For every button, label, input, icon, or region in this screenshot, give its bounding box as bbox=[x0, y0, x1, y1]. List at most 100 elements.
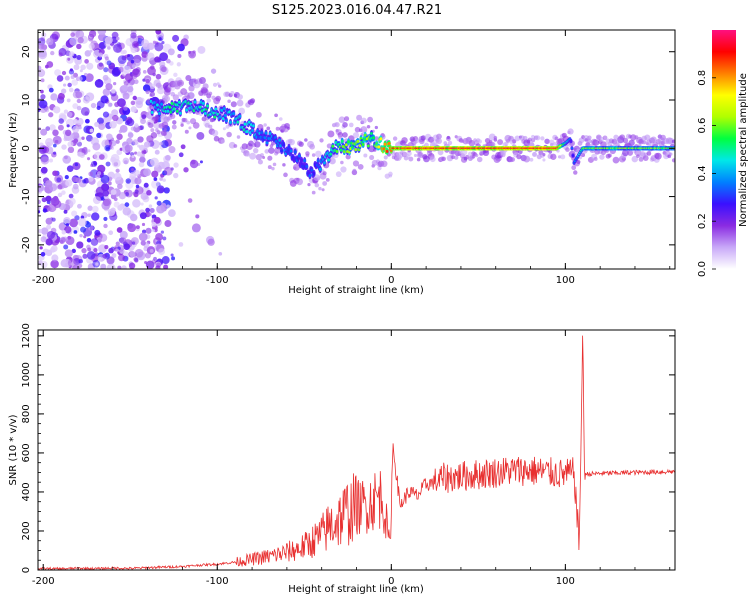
spectrogram-noise-cell bbox=[132, 139, 139, 146]
spectrogram-halo-cell bbox=[255, 111, 262, 118]
spectrogram-ridge-core bbox=[342, 150, 346, 154]
spectrogram-halo-cell bbox=[298, 141, 304, 147]
spectrogram-noise-cell bbox=[98, 33, 107, 42]
spectrogram-halo-cell bbox=[268, 147, 275, 154]
spectrogram-noise-cell bbox=[78, 126, 82, 130]
spectrogram-halo-cell bbox=[388, 171, 393, 177]
x-tick-label: 100 bbox=[556, 576, 575, 587]
spectrogram-noise-cell bbox=[110, 88, 116, 94]
spectrogram-noise-cell bbox=[102, 190, 110, 197]
spectrogram-noise-cell bbox=[131, 168, 135, 172]
spectrogram-noise-cell bbox=[79, 69, 83, 73]
spectrogram-noise-cell bbox=[82, 179, 87, 184]
spectrogram-noise-cell bbox=[70, 32, 76, 38]
spectrogram-noise-cell bbox=[187, 198, 193, 203]
spectrogram-noise-cell bbox=[71, 210, 78, 217]
spectrogram-halo-cell bbox=[529, 157, 534, 162]
spectrogram-noise-cell bbox=[106, 263, 116, 269]
spectrogram-ridge-core bbox=[168, 105, 172, 109]
spectrogram-noise-cell bbox=[134, 151, 138, 155]
spectrogram-halo-cell bbox=[267, 155, 273, 161]
spectrogram-noise-cell bbox=[154, 42, 164, 52]
spectrogram-halo-cell bbox=[360, 117, 367, 124]
spectrogram-noise-cell bbox=[66, 111, 73, 118]
spectrogram-halo-cell bbox=[451, 155, 456, 160]
spectrogram-noise-cell bbox=[104, 245, 109, 250]
spectrogram-halo-cell bbox=[549, 143, 554, 147]
spectrogram-noise-cell bbox=[62, 83, 67, 87]
spectrogram-noise-cell bbox=[105, 83, 113, 91]
spectrogram-halo-cell bbox=[188, 126, 192, 130]
spectrogram-halo-cell bbox=[161, 121, 169, 129]
spectrogram-noise-cell bbox=[45, 238, 53, 246]
spectrogram-halo-cell bbox=[406, 151, 412, 157]
spectrogram-noise-cell bbox=[164, 219, 172, 228]
spectrogram-noise-cell bbox=[116, 133, 123, 140]
y-tick-label: 600 bbox=[21, 443, 32, 462]
spectrogram-ridge-core bbox=[318, 167, 322, 171]
spectrogram-noise-cell bbox=[66, 165, 74, 172]
spectrogram-noise-cell bbox=[61, 230, 66, 235]
spectrogram-halo-cell bbox=[417, 152, 423, 157]
spectrogram-noise-cell bbox=[105, 161, 111, 167]
spectrogram-noise-cell bbox=[53, 151, 57, 155]
spectrogram-noise-cell bbox=[103, 77, 112, 85]
spectrogram-halo-cell bbox=[274, 113, 278, 118]
spectrogram-noise-cell bbox=[53, 143, 57, 148]
spectrogram-noise-cell bbox=[76, 54, 82, 60]
spectrogram-noise-cell bbox=[197, 46, 206, 54]
spectrogram-noise-cell bbox=[126, 54, 134, 62]
spectrogram-halo-cell bbox=[622, 137, 629, 144]
spectrogram-noise-cell bbox=[168, 209, 176, 217]
spectrogram-ridge-core bbox=[571, 154, 575, 157]
spectrogram-halo-cell bbox=[345, 154, 351, 160]
spectrogram-halo-cell bbox=[156, 130, 161, 135]
spectrogram-noise-cell bbox=[49, 158, 54, 163]
spectrogram-halo-cell bbox=[554, 136, 559, 141]
spectrogram-noise-cell bbox=[104, 36, 113, 45]
spectrogram-halo-cell bbox=[322, 181, 328, 186]
spectrogram-halo-cell bbox=[523, 155, 531, 163]
spectrogram-halo-cell bbox=[474, 153, 479, 158]
spectrogram-halo-cell bbox=[186, 95, 191, 99]
spectrogram-noise-cell bbox=[73, 64, 80, 71]
spectrogram-noise-cell bbox=[128, 262, 136, 269]
spectrogram-halo-cell bbox=[352, 168, 357, 173]
spectrogram-noise-cell bbox=[87, 157, 91, 161]
spectrogram-noise-cell bbox=[46, 37, 54, 46]
spectrogram-ridge-core bbox=[310, 168, 314, 172]
spectrogram-noise-cell bbox=[146, 52, 155, 61]
spectrogram-ridge-core bbox=[282, 143, 286, 147]
spectrogram-noise-cell bbox=[107, 102, 113, 108]
spectrogram-noise-cell bbox=[85, 118, 90, 124]
spectrogram-noise-cell bbox=[143, 182, 149, 188]
spectrogram-halo-cell bbox=[383, 155, 388, 160]
spectrogram-ridge-core bbox=[232, 112, 236, 116]
spectrogram-ridge-core bbox=[300, 158, 303, 162]
spectrogram-halo-cell bbox=[208, 124, 213, 129]
spectrogram-noise-cell bbox=[76, 98, 82, 104]
spectrogram-noise-cell bbox=[131, 155, 135, 159]
spectrogram-noise-cell bbox=[102, 111, 110, 118]
spectrogram-noise-cell bbox=[161, 66, 167, 73]
spectrogram-ridge-core bbox=[570, 147, 574, 150]
spectrogram-noise-cell bbox=[100, 174, 110, 184]
spectrogram-halo-cell bbox=[292, 163, 300, 171]
y-tick-label: 0 bbox=[21, 145, 32, 151]
spectrogram-noise-cell bbox=[87, 149, 91, 153]
spectrogram-noise-cell bbox=[113, 43, 123, 53]
y-tick-label: 400 bbox=[21, 482, 32, 501]
snr-x-axis: -200 -100 0 100 bbox=[32, 330, 671, 587]
spectrogram-noise-cell bbox=[127, 223, 137, 233]
spectrogram-ridge-core bbox=[305, 164, 309, 169]
spectrogram-noise-cell bbox=[40, 261, 48, 268]
spectrogram-ridge-core bbox=[387, 141, 391, 146]
spectrogram-halo-cell bbox=[477, 139, 482, 144]
spectrogram-ridge-core bbox=[158, 111, 161, 116]
spectrogram-halo-cell bbox=[189, 81, 194, 85]
spectrogram-noise-cell bbox=[87, 213, 91, 217]
spectrogram-noise-cell bbox=[116, 227, 123, 233]
spectrogram-halo-cell bbox=[549, 139, 555, 145]
spectrogram-noise-cell bbox=[165, 154, 171, 161]
spectrogram-noise-cell bbox=[121, 265, 127, 269]
